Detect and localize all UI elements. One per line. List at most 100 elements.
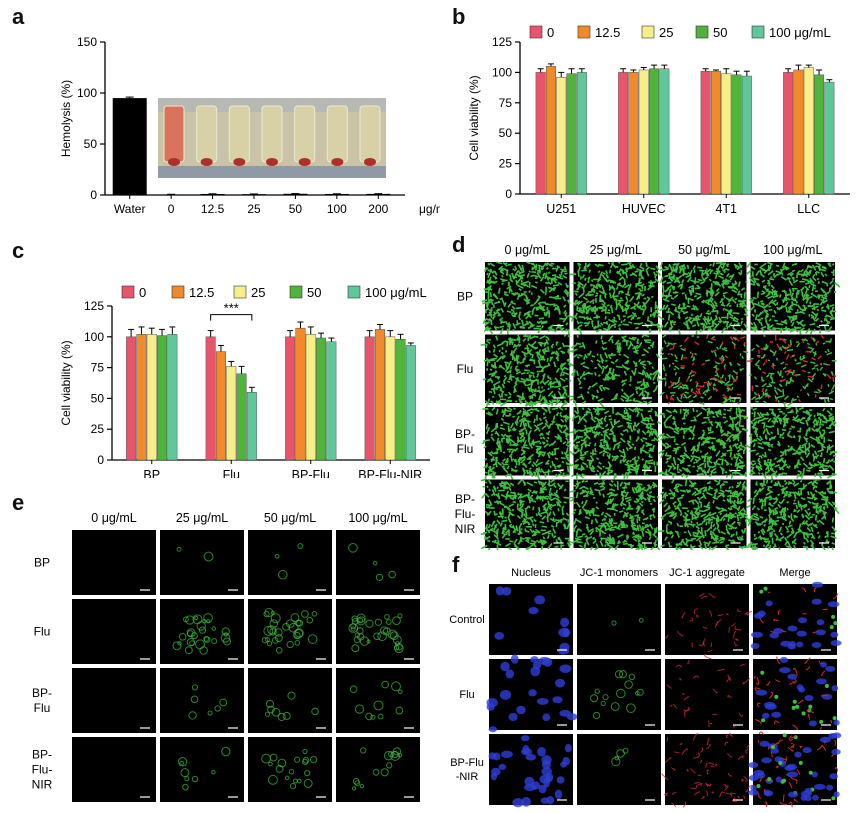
cell-mark (604, 315, 607, 320)
cell-mark (587, 306, 591, 310)
cell-mark (730, 513, 733, 520)
cell-mark (670, 512, 678, 518)
cell-mark (806, 469, 811, 472)
cell-mark (484, 325, 489, 330)
cell-mark (553, 492, 559, 497)
cell-mark (669, 471, 677, 476)
cell-mark (731, 539, 736, 543)
cell-mark (769, 375, 773, 380)
cell-mark (541, 379, 547, 386)
cell-mark (501, 465, 505, 468)
cell-mark (492, 274, 497, 279)
cell-mark (787, 401, 793, 407)
cell-mark (496, 442, 500, 449)
cell-mark (594, 366, 598, 370)
cell-mark (671, 394, 675, 397)
cell-mark (655, 353, 660, 359)
cell-mark (791, 479, 796, 484)
cell-mark (617, 523, 622, 530)
cell-mark (537, 327, 542, 334)
cell-mark (815, 340, 820, 344)
cell-mark (671, 491, 675, 497)
cell-mark (581, 274, 586, 279)
cell-mark (636, 515, 640, 519)
cell-mark (810, 526, 814, 532)
cell-mark (722, 393, 725, 397)
cell-mark (617, 412, 624, 417)
cell-mark (727, 490, 731, 493)
cell-mark (820, 423, 825, 427)
cell-mark (589, 492, 594, 496)
cell-mark (743, 341, 746, 346)
cell-mark (750, 469, 756, 475)
cell-mark (518, 504, 524, 511)
cell-mark (492, 370, 497, 377)
cell-mark (561, 391, 567, 398)
cell-mark (502, 421, 510, 426)
cell-mark (504, 457, 509, 464)
cell-mark (801, 278, 809, 282)
cell-mark (828, 390, 835, 395)
cell-mark (552, 527, 557, 534)
tube-pellet (364, 158, 376, 166)
cell-mark (653, 280, 657, 284)
cell-mark (795, 504, 799, 510)
cell-mark (778, 338, 782, 341)
cell-mark (684, 479, 688, 487)
cell-mark (518, 311, 522, 319)
bar (112, 98, 147, 195)
cell-mark (735, 456, 739, 462)
cell-mark (736, 264, 743, 271)
bar (535, 72, 546, 195)
cell-mark (610, 519, 613, 527)
cell-mark (682, 515, 689, 521)
cell-mark (831, 262, 835, 266)
cell-mark (519, 400, 523, 405)
cell-mark (579, 456, 584, 461)
cell-mark (529, 371, 535, 375)
bar (576, 72, 587, 195)
cell-mark (581, 533, 586, 536)
cell-mark (582, 400, 587, 405)
cell-mark (762, 422, 766, 429)
cell-mark (520, 458, 526, 464)
cell-mark (483, 439, 490, 442)
cell-mark (721, 356, 725, 360)
cell-mark (717, 529, 721, 534)
cell-mark (779, 307, 783, 310)
cell-mark (556, 433, 563, 440)
cell-mark (754, 400, 759, 403)
bar (242, 194, 266, 195)
cell-mark (559, 414, 563, 418)
cell-mark (703, 455, 707, 460)
cell-mark (570, 370, 576, 376)
cell-mark (810, 443, 816, 448)
x-tick-label: LLC (797, 202, 820, 216)
cell-mark (546, 534, 550, 540)
cell-mark (759, 300, 764, 303)
cell-mark (626, 314, 633, 319)
cell-mark (599, 271, 604, 277)
cell-mark (650, 546, 654, 550)
cell-mark (690, 510, 694, 514)
cell-mark (501, 298, 506, 306)
cell-mark (691, 482, 696, 486)
cell-mark (503, 374, 507, 378)
cell-mark (542, 541, 548, 546)
cell-mark (814, 463, 820, 467)
cell-mark (637, 341, 643, 349)
cell-mark (524, 283, 529, 288)
cell-mark (625, 498, 632, 503)
cell-mark (514, 265, 518, 271)
cell-mark (698, 509, 705, 513)
cell-mark (721, 341, 724, 346)
cell-mark (513, 529, 516, 534)
cell-mark (597, 419, 601, 426)
cell-mark (529, 456, 532, 460)
cell-mark (525, 429, 528, 435)
cell-mark (504, 542, 512, 548)
cell-mark (574, 316, 578, 320)
cell-mark (769, 262, 773, 270)
cell-mark (524, 509, 528, 517)
cell-mark (560, 418, 565, 423)
